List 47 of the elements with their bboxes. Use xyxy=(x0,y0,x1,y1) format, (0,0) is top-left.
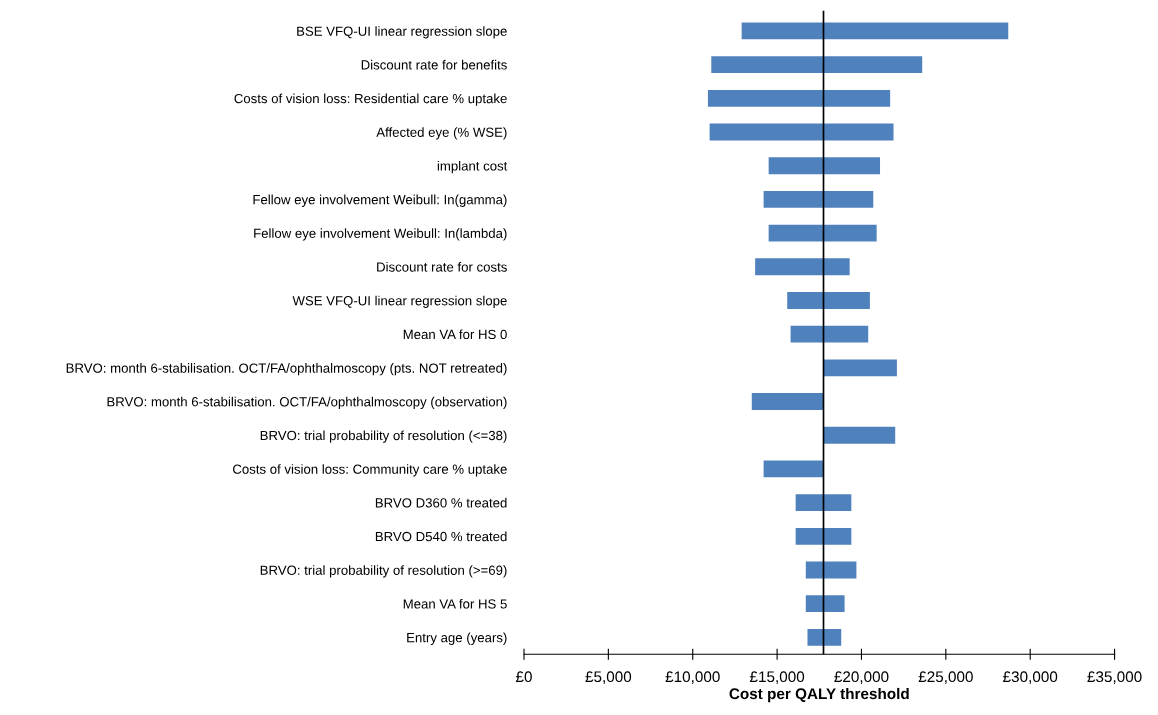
y-tick-label: BRVO D540 % treated xyxy=(375,531,507,542)
bar xyxy=(823,359,897,377)
y-tick-label: Entry age (years) xyxy=(407,632,507,645)
y-tick-label: Discount rate for costs xyxy=(377,262,507,272)
x-tick-label: £25,000 xyxy=(918,671,973,684)
bar xyxy=(795,527,852,545)
y-tick-label: BRVO: trial probability of resolution (<=38) xyxy=(260,430,507,443)
y-tick-label: BRVO: month 6-stabilisation. OCT/FA/ophthalmoscopy (observation) xyxy=(107,396,507,410)
bar xyxy=(763,460,824,478)
x-tick-label: £5,000 xyxy=(585,671,632,684)
x-tick-label: £15,000 xyxy=(749,671,805,684)
bar xyxy=(787,292,870,309)
bar xyxy=(763,190,874,208)
bar xyxy=(751,393,824,410)
bar xyxy=(807,628,842,646)
y-tick-label: BRVO D360 % treated xyxy=(375,497,507,508)
bar xyxy=(755,258,850,276)
x-tick-label: £20,000 xyxy=(834,671,889,684)
bar xyxy=(795,494,852,512)
y-tick-label: Fellow eye involvement Weibull: In(lambda) xyxy=(254,228,507,241)
bar xyxy=(711,56,923,74)
x-tick-label: £30,000 xyxy=(1003,671,1058,684)
y-tick-label: Costs of vision loss: Community care % uptake xyxy=(233,464,507,477)
y-tick-label: BRVO: month 6-stabilisation. OCT/FA/ophthalmoscopy (pts. NOT retreated) xyxy=(66,363,507,376)
bar xyxy=(741,22,1009,40)
bar xyxy=(805,595,845,613)
bar xyxy=(707,89,891,107)
y-tick-label: BSE VFQ-UI linear regression slope xyxy=(297,26,507,39)
bar xyxy=(805,561,857,579)
bar xyxy=(823,426,896,444)
bar xyxy=(768,224,877,242)
bar xyxy=(709,123,894,141)
y-tick-label: WSE VFQ-UI linear regression slope xyxy=(292,295,507,308)
y-tick-label: implant cost xyxy=(437,160,508,174)
y-tick-label: BRVO: trial probability of resolution (>=69) xyxy=(260,565,507,578)
x-tick-label: £35,000 xyxy=(1087,671,1142,684)
x-axis-title: Cost per QALY threshold xyxy=(729,687,909,703)
y-tick-label: Mean VA for HS 0 xyxy=(403,329,507,340)
y-tick-label: Mean VA for HS 5 xyxy=(403,598,507,609)
x-tick-label: £0 xyxy=(515,671,532,683)
bar xyxy=(790,325,869,343)
y-tick-label: Affected eye (% WSE) xyxy=(376,127,507,140)
x-tick-label: £10,000 xyxy=(665,671,720,684)
y-tick-label: Costs of vision loss: Residential care % uptake xyxy=(234,93,507,106)
y-tick-label: Fellow eye involvement Weibull: In(gamma) xyxy=(253,194,507,207)
y-tick-label: Discount rate for benefits xyxy=(361,59,507,70)
bar xyxy=(768,157,881,175)
